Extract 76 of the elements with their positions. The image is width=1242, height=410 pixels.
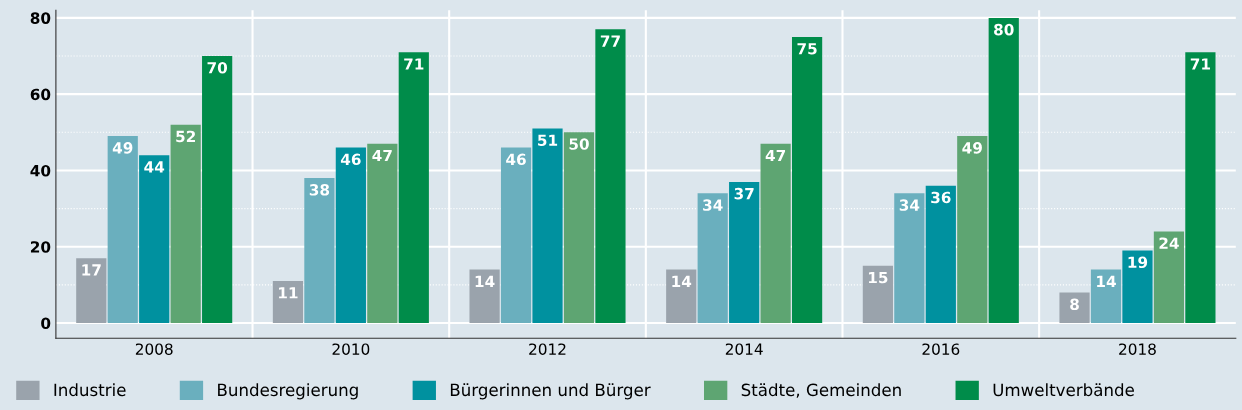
data-label: 14 [475,275,495,287]
bar [595,29,626,323]
data-label: 37 [734,187,754,200]
x-tick-label: 2018 [1119,343,1156,355]
x-tick-label: 2014 [725,343,763,355]
legend-label: Industrie [54,383,126,397]
data-label: 19 [1128,256,1148,269]
data-label: 70 [207,62,228,74]
bar [170,124,201,323]
legend-label: Städte, Gemeinden [741,383,901,398]
data-label: 34 [899,199,920,211]
data-label: 75 [797,43,817,55]
bar [1185,52,1216,323]
data-label: 8 [1070,298,1079,311]
bar [1122,250,1153,323]
data-label: 51 [538,134,558,147]
bar [988,17,1019,323]
legend-label: Bundesregierung [218,383,358,400]
bar [894,193,925,323]
bar [500,147,532,323]
y-tick-label: 80 [30,12,51,24]
data-label: 17 [82,264,101,276]
y-tick-label: 60 [30,88,51,101]
x-tick-label: 2008 [135,343,173,355]
data-label: 44 [144,161,165,173]
data-label: 14 [1097,275,1116,287]
data-label: 46 [506,153,526,166]
bar [1059,292,1090,323]
data-label: 47 [765,149,786,162]
bar [107,136,138,323]
data-label: 80 [994,23,1014,36]
data-label: 15 [868,271,888,284]
bar [1090,269,1122,323]
data-label: 71 [404,58,424,70]
bar [729,181,760,323]
y-tick-label: 20 [30,241,51,253]
bar [760,143,791,323]
bar [957,136,988,323]
data-label: 46 [340,153,361,166]
data-label: 47 [372,149,392,162]
bar [335,147,366,323]
data-label: 71 [1190,58,1210,70]
data-label: 14 [672,275,692,287]
y-tick-label: 40 [30,164,51,177]
data-label: 77 [600,35,620,47]
data-label: 36 [931,191,951,204]
bar [469,269,500,323]
bar [532,128,563,323]
x-tick-label: 2012 [529,343,566,355]
bar [202,56,233,323]
bar [139,155,170,323]
data-label: 49 [962,142,982,154]
data-label: 24 [1159,237,1179,249]
bar [862,265,893,323]
bar [563,132,595,323]
bar [76,258,107,323]
bar [697,193,728,323]
x-tick-label: 2016 [922,343,960,355]
bar [1153,231,1185,323]
data-label: 34 [703,199,723,211]
data-label: 38 [309,184,330,196]
legend-label: Bürgerinnen und Bürger [450,383,651,400]
bar [272,281,304,323]
data-label: 50 [569,138,589,150]
bar [304,178,335,323]
x-tick-label: 2010 [332,343,370,355]
bar [791,36,823,323]
y-tick-label: 0 [41,317,51,330]
legend-label: Umweltverbände [993,383,1134,397]
data-label: 49 [112,142,133,154]
bar [666,269,697,323]
data-label: 52 [176,130,195,143]
bar [925,185,956,323]
bar [367,143,398,323]
bar [398,52,429,323]
data-label: 11 [279,287,298,299]
